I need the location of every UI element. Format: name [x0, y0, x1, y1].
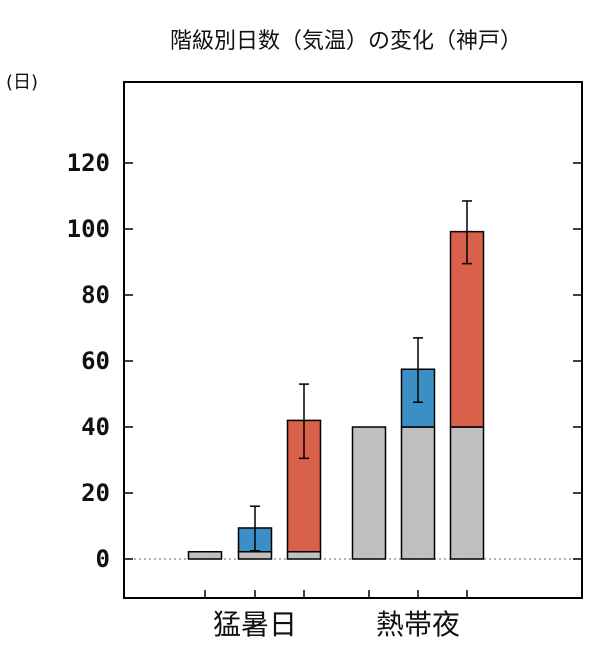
bar-segment — [400, 426, 436, 560]
y-axis: 0 20 40 60 80 100 120 — [67, 149, 582, 573]
y-tick-label: 20 — [81, 479, 110, 507]
bar-layer — [187, 230, 485, 560]
bar-segment — [187, 550, 223, 560]
y-tick-label: 0 — [96, 545, 110, 573]
error-bar-layer — [250, 200, 472, 552]
y-tick-label: 120 — [67, 149, 110, 177]
y-tick-label: 80 — [81, 281, 110, 309]
bar-segment — [449, 426, 485, 560]
x-category-label: 猛暑日 — [213, 608, 297, 641]
y-tick-label: 100 — [67, 215, 110, 243]
bar-segment — [237, 550, 273, 560]
chart-title: 階級別日数（気温）の変化（神戸） — [170, 29, 522, 54]
x-axis-ticks — [204, 590, 468, 598]
y-axis-unit: (日) — [6, 72, 38, 93]
x-axis: 猛暑日 熱帯夜 — [213, 608, 460, 641]
bar-segment — [351, 426, 387, 560]
x-category-label: 熱帯夜 — [376, 608, 460, 641]
plot-frame — [123, 81, 583, 599]
y-tick-label: 60 — [81, 347, 110, 375]
y-tick-label: 40 — [81, 413, 110, 441]
bar-segment — [286, 550, 322, 560]
